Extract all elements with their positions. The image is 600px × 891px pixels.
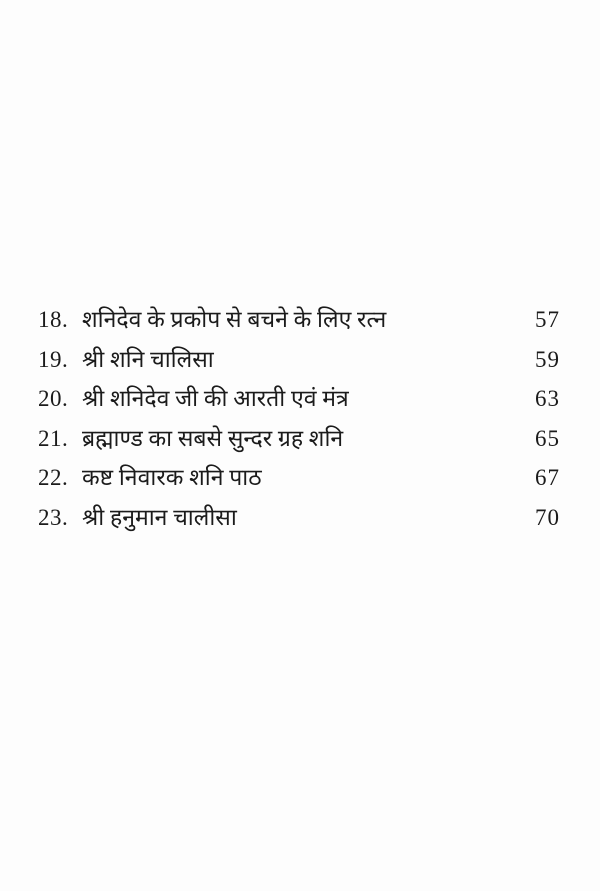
toc-entry: 21. ब्रह्माण्ड का सबसे सुन्दर ग्रह शनि 6… [38,419,560,459]
toc-entry-title: कष्ट निवारक शनि पाठ [82,465,262,490]
toc-entry-number: 20. [38,386,69,411]
toc-entry: 18. शनिदेव के प्रकोप से बचने के लिए रत्न… [38,300,560,340]
toc-entry-number: 21. [38,425,69,451]
toc-entry-page: 63 [535,386,560,411]
toc-entry-title: श्री हनुमान चालीसा [82,504,237,530]
toc-entry: 19. श्री शनि चालिसा 59 [38,340,560,380]
toc-entry-page: 70 [535,504,560,530]
toc-entry-title: ब्रह्माण्ड का सबसे सुन्दर ग्रह शनि [82,425,344,451]
toc-entry-page: 65 [535,425,560,451]
toc-entry: 22. कष्ट निवारक शनि पाठ 67 [38,458,560,498]
toc-entry: 20. श्री शनिदेव जी की आरती एवं मंत्र 63 [38,379,560,419]
toc-entry-page: 59 [535,346,560,372]
toc-entry: 23. श्री हनुमान चालीसा 70 [38,498,560,538]
toc-entry-number: 23. [38,504,69,530]
toc-entry-number: 19. [38,346,69,372]
toc-entry-title: श्री शनि चालिसा [82,346,214,372]
toc-entry-page: 67 [535,465,560,490]
toc-entry-title: श्री शनिदेव जी की आरती एवं मंत्र [82,386,349,411]
toc-entry-page: 57 [535,307,560,332]
toc-entry-number: 18. [38,307,69,332]
toc-entry-title: शनिदेव के प्रकोप से बचने के लिए रत्न [82,307,387,332]
toc-entry-number: 22. [38,465,69,490]
table-of-contents: 18. शनिदेव के प्रकोप से बचने के लिए रत्न… [38,300,560,537]
